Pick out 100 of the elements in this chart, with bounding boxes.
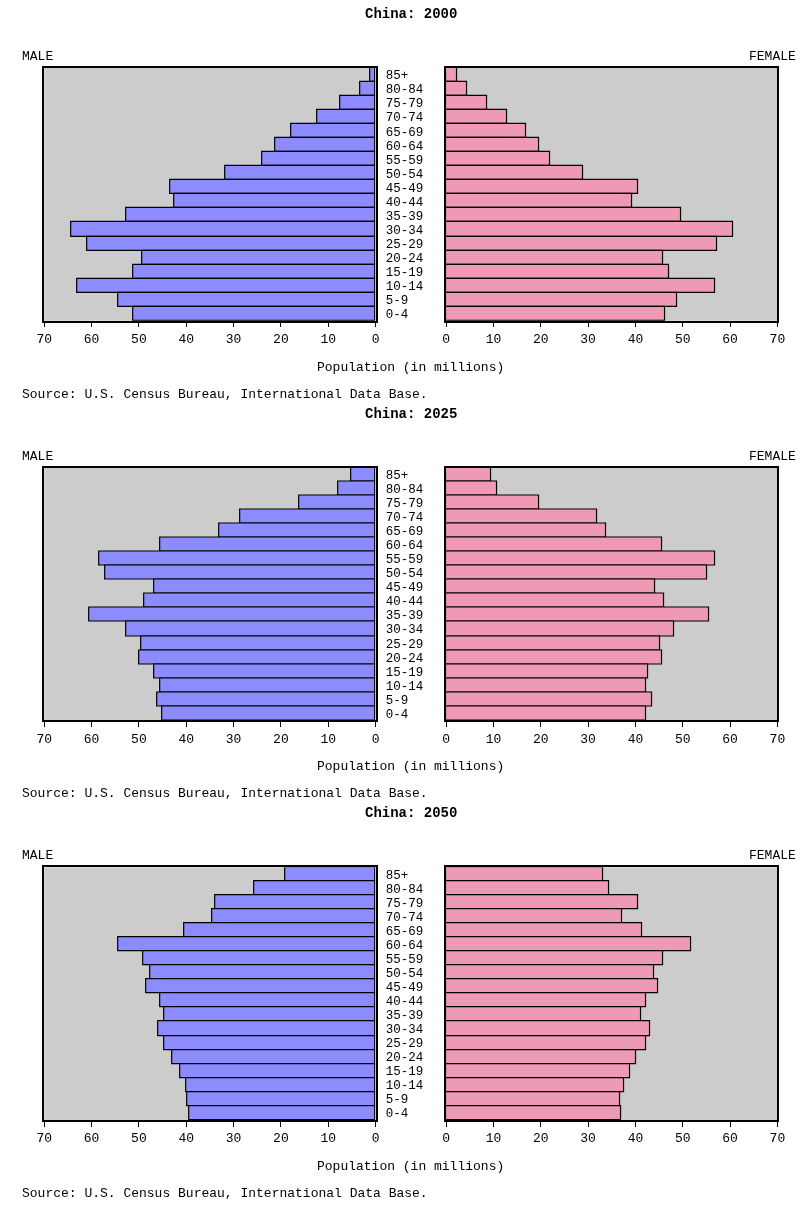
y-tick-label: 85+ (385, 69, 409, 84)
y-tick-label: 45-49 (385, 181, 424, 196)
y-tick-label: 35-39 (385, 1009, 424, 1024)
y-tick-label: 20-24 (385, 251, 424, 266)
y-tick-label: 25-29 (385, 637, 424, 652)
x-tick-label: 50 (131, 332, 147, 348)
y-tick-label: 30-34 (385, 1023, 424, 1038)
x-tick-label: 30 (225, 332, 242, 348)
y-tick-label: 30-34 (385, 223, 424, 238)
y-tick-label: 20-24 (385, 1051, 424, 1066)
x-axis-title: Population (in millions) (317, 1159, 505, 1174)
y-tick-label: 0-4 (385, 1107, 409, 1122)
x-tick-label: 60 (83, 1131, 100, 1147)
y-tick-label: 50-54 (385, 966, 424, 981)
y-tick-label: 65-69 (385, 525, 424, 540)
x-tick-label: 40 (627, 731, 644, 747)
source-note: Source: U.S. Census Bureau, International Data Base. (22, 1186, 428, 1201)
y-tick-label: 85+ (385, 868, 409, 883)
x-tick-label: 50 (674, 332, 691, 348)
y-tick-label: 55-59 (385, 553, 424, 568)
y-tick-label: 15-19 (385, 265, 424, 280)
y-tick-label: 60-64 (385, 938, 424, 953)
y-tick-label: 40-44 (385, 995, 424, 1010)
y-tick-label: 60-64 (385, 539, 424, 554)
x-tick-label: 10 (320, 731, 337, 747)
y-tick-label: 20-24 (385, 651, 424, 666)
x-tick-label: 20 (273, 731, 289, 747)
y-tick-label: 65-69 (385, 924, 424, 939)
x-tick-label: 50 (131, 1131, 147, 1147)
y-tick-label: 30-34 (385, 623, 424, 638)
x-tick-label: 0 (442, 332, 451, 348)
x-tick-label: 60 (722, 731, 738, 747)
x-tick-label: 40 (627, 1131, 644, 1147)
x-tick-label: 30 (580, 332, 596, 348)
text: MALE (22, 49, 54, 64)
y-tick-label: 35-39 (385, 209, 424, 224)
x-tick-label: 70 (36, 731, 53, 747)
y-tick-label: 15-19 (385, 665, 424, 680)
y-tick-label: 80-84 (385, 882, 424, 897)
x-tick-label: 70 (36, 332, 53, 348)
x-tick-label: 20 (273, 332, 289, 348)
y-tick-label: 45-49 (385, 581, 424, 596)
x-tick-label: 10 (485, 1131, 502, 1147)
y-tick-label: 70-74 (385, 511, 424, 526)
text: China: 2000 (365, 6, 458, 22)
x-tick-label: 50 (674, 731, 691, 747)
x-tick-label: 70 (769, 332, 786, 348)
text: FEMALE (749, 449, 797, 464)
y-tick-label: 55-59 (385, 952, 424, 967)
y-tick-label: 5-9 (385, 1093, 409, 1108)
x-tick-label: 30 (225, 1131, 242, 1147)
x-tick-label: 0 (371, 332, 380, 348)
x-tick-label: 30 (225, 731, 242, 747)
y-tick-label: 75-79 (385, 896, 424, 911)
text: China: 2025 (365, 406, 458, 422)
y-tick-label: 50-54 (385, 167, 424, 182)
y-tick-label: 70-74 (385, 910, 424, 925)
x-tick-label: 70 (769, 731, 786, 747)
x-tick-label: 20 (532, 1131, 549, 1147)
x-axis-title: Population (in millions) (317, 360, 505, 375)
x-tick-label: 10 (485, 731, 502, 747)
text: MALE (22, 848, 54, 863)
y-tick-label: 65-69 (385, 125, 424, 140)
y-tick-label: 50-54 (385, 567, 424, 582)
y-tick-label: 40-44 (385, 595, 424, 610)
y-tick-label: 45-49 (385, 981, 424, 996)
x-tick-label: 60 (722, 332, 738, 348)
y-tick-label: 70-74 (385, 111, 424, 126)
x-tick-label: 70 (36, 1131, 53, 1147)
y-tick-label: 75-79 (385, 97, 424, 112)
y-tick-label: 80-84 (385, 483, 424, 498)
x-tick-label: 40 (178, 731, 195, 747)
y-tick-label: 40-44 (385, 195, 424, 210)
y-tick-label: 5-9 (385, 294, 409, 309)
y-tick-label: 75-79 (385, 497, 424, 512)
x-tick-label: 10 (320, 332, 337, 348)
x-tick-label: 60 (722, 1131, 738, 1147)
x-tick-label: 20 (273, 1131, 289, 1147)
x-tick-label: 10 (485, 332, 502, 348)
x-tick-label: 10 (320, 1131, 337, 1147)
y-tick-label: 80-84 (385, 83, 424, 98)
x-tick-label: 50 (131, 731, 147, 747)
x-tick-label: 0 (371, 731, 380, 747)
y-tick-label: 85+ (385, 469, 409, 484)
y-tick-label: 10-14 (385, 679, 424, 694)
x-tick-label: 40 (178, 1131, 195, 1147)
source-note: Source: U.S. Census Bureau, International Data Base. (22, 387, 428, 402)
y-tick-label: 15-19 (385, 1065, 424, 1080)
x-axis-title: Population (in millions) (317, 759, 505, 774)
text: FEMALE (749, 49, 797, 64)
x-tick-label: 20 (532, 332, 549, 348)
y-tick-label: 10-14 (385, 280, 424, 294)
x-tick-label: 60 (83, 731, 100, 747)
y-tick-label: 55-59 (385, 153, 424, 168)
y-tick-label: 35-39 (385, 609, 424, 624)
x-tick-label: 40 (627, 332, 644, 348)
y-tick-label: 25-29 (385, 1037, 424, 1052)
x-tick-label: 20 (532, 731, 549, 747)
y-tick-label: 10-14 (385, 1079, 424, 1094)
x-tick-label: 50 (674, 1131, 691, 1147)
